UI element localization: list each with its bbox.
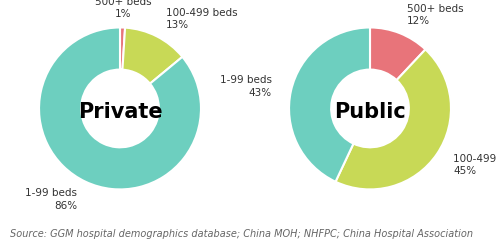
Wedge shape	[39, 27, 201, 189]
Text: 1-99 beds
43%: 1-99 beds 43%	[220, 75, 272, 98]
Text: 100-499 beds
13%: 100-499 beds 13%	[166, 8, 237, 30]
Wedge shape	[336, 49, 451, 189]
Wedge shape	[370, 27, 426, 80]
Wedge shape	[120, 27, 125, 70]
Text: Public: Public	[334, 102, 406, 122]
Wedge shape	[289, 27, 370, 182]
Text: 500+ beds
12%: 500+ beds 12%	[407, 4, 464, 26]
Text: 1-99 beds
86%: 1-99 beds 86%	[25, 188, 77, 210]
Text: 500+ beds
1%: 500+ beds 1%	[95, 0, 152, 19]
Wedge shape	[122, 28, 182, 84]
Text: 100-499 beds
45%: 100-499 beds 45%	[453, 154, 500, 176]
Text: Private: Private	[78, 102, 162, 122]
Text: Source: GGM hospital demographics database; China MOH; NHFPC; China Hospital Ass: Source: GGM hospital demographics databa…	[10, 229, 473, 239]
